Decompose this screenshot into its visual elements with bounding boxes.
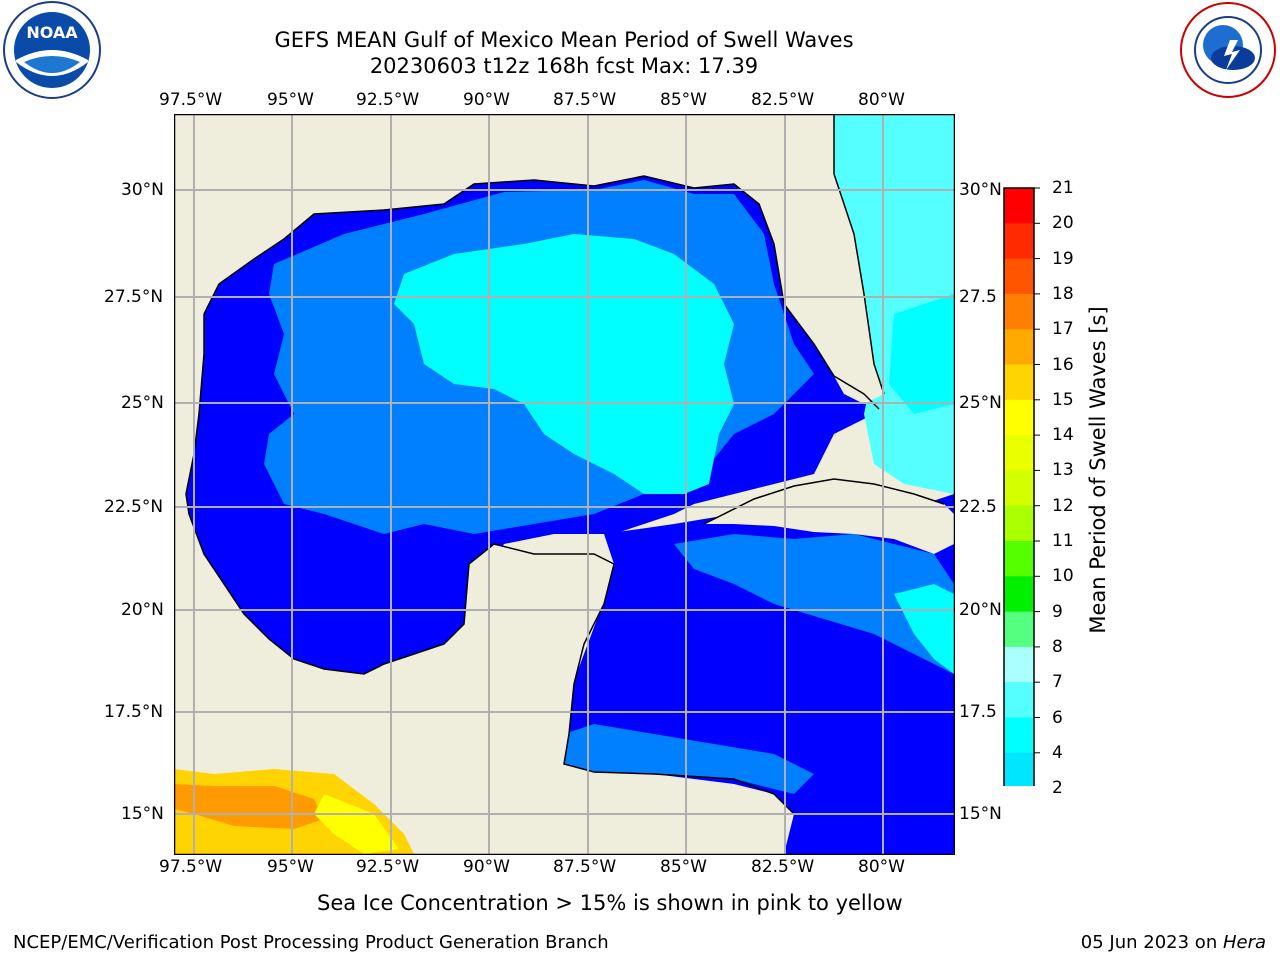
colorbar-tick-label: 12 bbox=[1052, 495, 1074, 516]
lon-label-top: 80°W bbox=[858, 90, 905, 110]
colorbar-label: Mean Period of Swell Waves [s] bbox=[1086, 306, 1110, 634]
colorbar-tick-label: 6 bbox=[1052, 707, 1063, 728]
lon-label-top: 87.5°W bbox=[553, 90, 617, 110]
footer-right: 05 Jun 2023 on Hera bbox=[1081, 932, 1266, 953]
colorbar-tick-label: 21 bbox=[1052, 178, 1074, 198]
svg-text:NOAA: NOAA bbox=[26, 23, 78, 42]
colorbar-segment bbox=[1004, 752, 1034, 786]
chart-subtitle: 20230603 t12z 168h fcst Max: 17.39 bbox=[369, 54, 759, 78]
colorbar-tick-label: 7 bbox=[1052, 672, 1063, 693]
colorbar-tick-label: 4 bbox=[1052, 742, 1063, 763]
gulf-cyan-core bbox=[394, 234, 734, 494]
colorbar-tick-label: 11 bbox=[1052, 531, 1074, 551]
colorbar-tick-label: 14 bbox=[1052, 425, 1074, 446]
lat-label-right: 15°N bbox=[959, 804, 1002, 824]
lat-label-left: 27.5°N bbox=[104, 287, 164, 307]
lat-label-left: 17.5°N bbox=[104, 702, 164, 722]
footer-date: 05 Jun 2023 on bbox=[1080, 932, 1223, 953]
map-panel bbox=[174, 114, 955, 855]
colorbar-segment bbox=[1004, 541, 1034, 577]
lat-label-left: 22.5°N bbox=[104, 497, 164, 517]
lat-label-right: 22.5 bbox=[959, 497, 997, 517]
colorbar-segment bbox=[1004, 258, 1034, 295]
lon-label-top: 97.5°W bbox=[159, 90, 223, 110]
pacific-sea-ice-orange bbox=[174, 784, 324, 829]
colorbar-segment bbox=[1004, 611, 1034, 648]
lat-label-left: 20°N bbox=[121, 600, 164, 620]
lon-label-bottom: 80°W bbox=[858, 857, 905, 877]
caribbean-south-mid bbox=[564, 724, 814, 794]
colorbar-segment bbox=[1004, 364, 1034, 401]
lon-label-bottom: 92.5°W bbox=[356, 857, 420, 877]
colorbar-segment bbox=[1004, 293, 1034, 330]
chart-title: GEFS MEAN Gulf of Mexico Mean Period of … bbox=[274, 28, 854, 52]
colorbar-segment bbox=[1004, 576, 1034, 613]
colorbar-segment bbox=[1004, 188, 1034, 224]
colorbar-segment bbox=[1004, 505, 1034, 542]
colorbar-tick-label: 10 bbox=[1052, 566, 1074, 587]
lat-label-left: 25°N bbox=[121, 393, 164, 413]
lat-label-right: 25°N bbox=[959, 393, 1002, 413]
noaa-logo: NOAA bbox=[2, 0, 102, 100]
sea-ice-note: Sea Ice Concentration > 15% is shown in … bbox=[317, 891, 903, 915]
colorbar-tick-label: 18 bbox=[1052, 283, 1074, 304]
colorbar-segment bbox=[1004, 435, 1034, 471]
colorbar-tick-label: 2 bbox=[1052, 778, 1063, 799]
lat-label-right: 27.5 bbox=[959, 287, 997, 307]
footer-left: NCEP/EMC/Verification Post Processing Pr… bbox=[13, 932, 609, 953]
colorbar-segment bbox=[1004, 223, 1034, 260]
colorbar-tick-label: 15 bbox=[1052, 389, 1074, 410]
footer-host: Hera bbox=[1222, 932, 1266, 953]
nws-logo bbox=[1178, 0, 1278, 100]
florida-land bbox=[754, 114, 884, 404]
lon-label-bottom: 97.5°W bbox=[159, 857, 223, 877]
lon-label-top: 90°W bbox=[463, 90, 510, 110]
lat-label-left: 30°N bbox=[121, 180, 164, 200]
lon-label-bottom: 82.5°W bbox=[751, 857, 815, 877]
colorbar-segment bbox=[1004, 682, 1034, 718]
lon-label-top: 95°W bbox=[267, 90, 314, 110]
colorbar-tick-label: 9 bbox=[1052, 601, 1063, 622]
colorbar-tick-label: 20 bbox=[1052, 213, 1074, 234]
colorbar-segment bbox=[1004, 717, 1034, 754]
lat-label-right: 17.5 bbox=[959, 702, 997, 722]
colorbar-segment bbox=[1004, 399, 1034, 436]
lat-label-right: 20°N bbox=[959, 600, 1002, 620]
colorbar-tick-label: 13 bbox=[1052, 460, 1074, 481]
colorbar-tick-label: 16 bbox=[1052, 354, 1074, 375]
lon-label-bottom: 85°W bbox=[660, 857, 707, 877]
lon-label-bottom: 95°W bbox=[267, 857, 314, 877]
atlantic-cyan bbox=[889, 294, 954, 414]
lon-label-top: 85°W bbox=[660, 90, 707, 110]
caribbean-cyan bbox=[894, 584, 954, 674]
pacific-sea-ice-yellow bbox=[314, 794, 399, 854]
colorbar bbox=[1003, 187, 1040, 786]
yucatan-land bbox=[464, 534, 614, 764]
colorbar-tick-label: 19 bbox=[1052, 248, 1074, 269]
colorbar-tick-label: 8 bbox=[1052, 636, 1063, 657]
lat-label-right: 30°N bbox=[959, 180, 1002, 200]
lon-label-bottom: 87.5°W bbox=[553, 857, 617, 877]
colorbar-segment bbox=[1004, 470, 1034, 507]
colorbar-tick-label: 17 bbox=[1052, 319, 1074, 340]
cuba-land bbox=[704, 479, 954, 554]
lon-label-top: 82.5°W bbox=[751, 90, 815, 110]
lon-label-bottom: 90°W bbox=[463, 857, 510, 877]
lon-label-top: 92.5°W bbox=[356, 90, 420, 110]
colorbar-segment bbox=[1004, 329, 1034, 365]
lat-label-left: 15°N bbox=[121, 804, 164, 824]
colorbar-segment bbox=[1004, 646, 1034, 683]
colorbar-outline bbox=[1003, 187, 1035, 786]
